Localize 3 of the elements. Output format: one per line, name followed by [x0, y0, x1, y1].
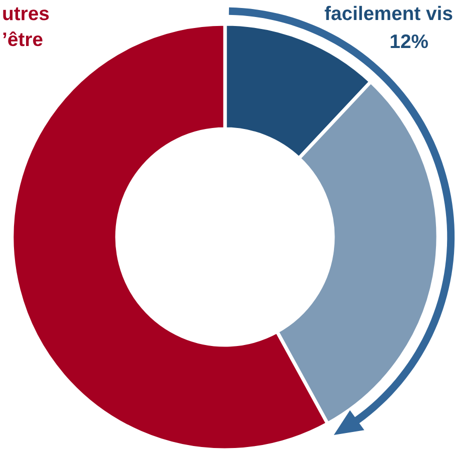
slice-label: facilement vis — [324, 6, 452, 20]
data-label: 12% — [390, 34, 428, 48]
slice-label: utres ’être — [3, 7, 49, 46]
